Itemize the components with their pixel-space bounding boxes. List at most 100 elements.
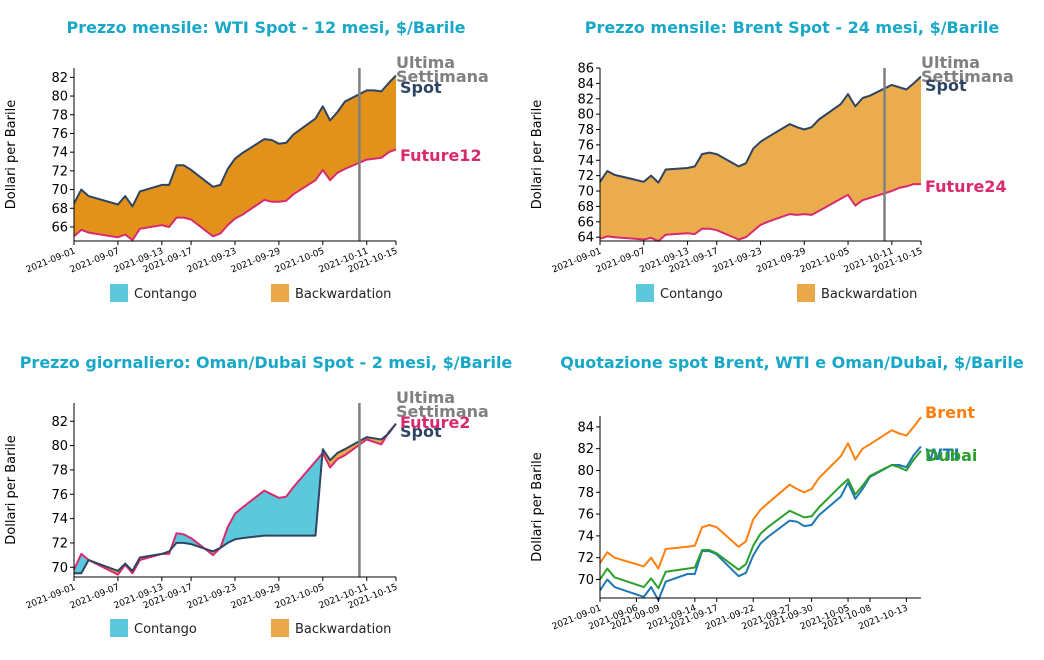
series-label-spot: Spot [400, 422, 442, 441]
series-line-wti [599, 445, 922, 602]
legend-swatch-backwardation [271, 284, 289, 302]
y-tick-label: 68 [577, 200, 594, 215]
series-line-dubai [599, 450, 922, 590]
spread-area [74, 75, 396, 241]
y-tick-label: 72 [577, 169, 594, 184]
chart-title: Prezzo giornaliero: Oman/Dubai Spot - 2 … [20, 353, 513, 372]
y-tick-label: 84 [577, 77, 594, 92]
annotation-settimana: Settimana [396, 67, 489, 86]
y-tick-label: 84 [577, 420, 594, 435]
legend-label-backwardation: Backwardation [821, 287, 917, 302]
x-tick-label: 2021-09-23 [711, 247, 763, 276]
series-label-future: Future24 [925, 177, 1007, 196]
series-line-spot [73, 74, 397, 208]
series-line-future24 [599, 183, 921, 242]
y-tick-label: 70 [577, 185, 594, 200]
y-tick-label: 82 [51, 415, 68, 430]
chart-panel-3: Prezzo giornaliero: Oman/Dubai Spot - 2 … [4, 353, 512, 637]
x-tick-label: 2021-09-07 [69, 583, 121, 612]
annotation-settimana: Settimana [396, 402, 489, 421]
x-tick-label: 2021-10-05 [274, 583, 326, 612]
legend-label-backwardation: Backwardation [295, 287, 391, 302]
y-tick-label: 70 [577, 573, 594, 588]
series-label-brent: Brent [925, 403, 975, 422]
y-axis-label: Dollari per Barile [4, 100, 19, 209]
x-tick-label: 2021-09-29 [230, 246, 282, 275]
legend-label-contango: Contango [134, 287, 197, 302]
series-line-brent [599, 416, 922, 570]
x-tick-label: 2021-09-07 [595, 247, 647, 276]
series-line-future12 [73, 148, 397, 242]
legend-swatch-contango [636, 284, 654, 302]
y-tick-label: 66 [51, 220, 68, 235]
y-tick-label: 78 [577, 123, 594, 138]
x-tick-label: 2021-09-29 [755, 246, 807, 275]
y-tick-label: 64 [577, 231, 594, 246]
y-tick-label: 80 [577, 464, 594, 479]
legend-swatch-contango [110, 619, 128, 637]
legend-swatch-contango [110, 284, 128, 302]
legend-label-contango: Contango [660, 287, 723, 302]
annotation-settimana: Settimana [921, 67, 1014, 86]
y-tick-label: 72 [51, 164, 68, 179]
legend-swatch-backwardation [797, 284, 815, 302]
series-label-dubai: Dubai [925, 446, 977, 465]
series-line-spot [599, 75, 922, 184]
y-tick-label: 76 [577, 138, 594, 153]
y-tick-label: 82 [51, 71, 68, 86]
y-tick-label: 70 [51, 561, 68, 576]
y-tick-label: 66 [577, 215, 594, 230]
series-label-future: Future2 [400, 413, 470, 432]
y-tick-label: 72 [51, 536, 68, 551]
y-axis-label: Dollari per Barile [4, 435, 19, 544]
y-tick-label: 80 [577, 108, 594, 123]
series-line-spot [74, 423, 397, 575]
x-tick-label: 2021-09-01 [551, 247, 603, 276]
y-tick-label: 78 [51, 108, 68, 123]
x-tick-label: 2021-09-01 [25, 583, 77, 612]
spread-segment [264, 490, 272, 536]
x-tick-label: 2021-10-05 [799, 247, 851, 276]
chart-panel-2: Prezzo mensile: Brent Spot - 24 mesi, $/… [530, 18, 1014, 302]
y-tick-label: 78 [577, 486, 594, 501]
y-tick-label: 70 [51, 183, 68, 198]
y-axis-label: Dollari per Barile [530, 452, 545, 561]
x-tick-label: 2021-09-23 [186, 583, 238, 612]
x-tick-label: 2021-09-23 [186, 247, 238, 276]
y-tick-label: 82 [577, 442, 594, 457]
legend-swatch-backwardation [271, 619, 289, 637]
x-tick-label: 2021-09-29 [230, 582, 282, 611]
chart-panel-1: Prezzo mensile: WTI Spot - 12 mesi, $/Ba… [4, 18, 489, 302]
spread-segment [271, 493, 280, 536]
y-tick-label: 68 [51, 202, 68, 217]
y-tick-label: 72 [577, 551, 594, 566]
chart-panel-4: Quotazione spot Brent, WTI e Oman/Dubai,… [530, 353, 1024, 632]
x-tick-label: 2021-09-07 [69, 247, 121, 276]
annotation-ultima: Ultima [396, 388, 455, 407]
y-tick-label: 76 [51, 127, 68, 142]
y-tick-label: 74 [51, 512, 68, 527]
y-tick-label: 74 [577, 154, 594, 169]
x-tick-label: 2021-10-05 [274, 247, 326, 276]
series-line-future2 [73, 423, 397, 576]
y-tick-label: 80 [51, 90, 68, 105]
y-tick-label: 80 [51, 439, 68, 454]
series-label-future: Future12 [400, 146, 482, 165]
series-label-wti: WTI [925, 445, 960, 464]
spread-segment [293, 460, 316, 536]
y-tick-label: 82 [577, 92, 594, 107]
x-tick-label: 2021-09-01 [25, 247, 77, 276]
y-tick-label: 74 [51, 146, 68, 161]
y-tick-label: 78 [51, 463, 68, 478]
spread-area [600, 76, 921, 241]
spread-segment [242, 490, 265, 539]
spread-segment [227, 513, 236, 544]
chart-title: Prezzo mensile: Brent Spot - 24 mesi, $/… [585, 18, 1000, 37]
annotation-ultima: Ultima [921, 53, 980, 72]
series-label-spot: Spot [400, 78, 442, 97]
series-label-spot: Spot [925, 76, 967, 95]
y-axis-label: Dollari per Barile [530, 100, 545, 209]
y-tick-label: 76 [51, 488, 68, 503]
y-tick-label: 74 [577, 529, 594, 544]
